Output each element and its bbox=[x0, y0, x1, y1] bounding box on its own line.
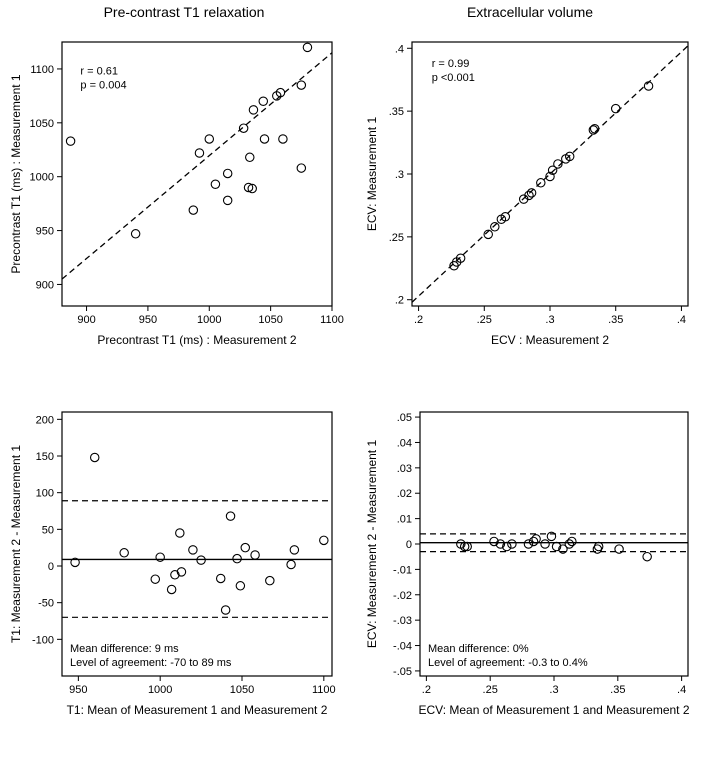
svg-text:1100: 1100 bbox=[320, 314, 344, 326]
svg-text:.4: .4 bbox=[395, 43, 404, 55]
svg-text:ECV : Measurement 2: ECV : Measurement 2 bbox=[491, 333, 609, 347]
svg-text:950: 950 bbox=[69, 684, 87, 696]
svg-text:1050: 1050 bbox=[230, 684, 254, 696]
svg-text:.05: .05 bbox=[397, 412, 412, 424]
svg-text:900: 900 bbox=[77, 314, 95, 326]
svg-text:0: 0 bbox=[48, 561, 54, 573]
svg-text:.2: .2 bbox=[395, 295, 404, 307]
svg-text:.25: .25 bbox=[477, 314, 492, 326]
svg-text:-.02: -.02 bbox=[393, 590, 412, 602]
svg-text:T1: Measurement 2 - Measuremen: T1: Measurement 2 - Measurement 1 bbox=[9, 445, 23, 643]
svg-text:100: 100 bbox=[36, 488, 54, 500]
svg-text:Precontrast T1 (ms) : Measurem: Precontrast T1 (ms) : Measurement 2 bbox=[97, 333, 297, 347]
svg-text:950: 950 bbox=[36, 226, 54, 238]
svg-text:.35: .35 bbox=[610, 684, 625, 696]
panel-a: 900 950 1000 1050 1100 900 950 1000 1050 1100 Prec… bbox=[6, 30, 346, 356]
svg-text:Precontrast T1 (ms) : Measurem: Precontrast T1 (ms) : Measurement 1 bbox=[9, 74, 23, 274]
svg-text:-100: -100 bbox=[32, 634, 54, 646]
svg-text:.3: .3 bbox=[395, 169, 404, 181]
svg-text:-.04: -.04 bbox=[393, 641, 412, 653]
col-title-right: Extracellular volume bbox=[370, 4, 690, 20]
svg-text:p <0.001: p <0.001 bbox=[432, 72, 475, 84]
svg-text:.04: .04 bbox=[397, 437, 412, 449]
svg-text:.25: .25 bbox=[389, 232, 404, 244]
svg-text:1050: 1050 bbox=[30, 118, 54, 130]
svg-text:1100: 1100 bbox=[30, 64, 54, 76]
svg-text:.35: .35 bbox=[608, 314, 623, 326]
svg-text:1000: 1000 bbox=[30, 172, 54, 184]
svg-text:.02: .02 bbox=[397, 488, 412, 500]
svg-text:p = 0.004: p = 0.004 bbox=[80, 79, 126, 91]
panel-c: 950 1000 1050 1100 -100 -50 0 50 100 150 200 T1: Me… bbox=[6, 400, 346, 726]
svg-text:50: 50 bbox=[42, 524, 54, 536]
svg-text:.03: .03 bbox=[397, 463, 412, 475]
svg-text:T1: Mean of Measurement 1 and: T1: Mean of Measurement 1 and Measuremen… bbox=[67, 703, 328, 717]
svg-text:.01: .01 bbox=[397, 514, 412, 526]
svg-text:-.01: -.01 bbox=[393, 564, 412, 576]
figure: Pre-contrast T1 relaxation Extracellular… bbox=[0, 0, 708, 758]
col-title-left: Pre-contrast T1 relaxation bbox=[24, 4, 344, 20]
svg-text:ECV: Measurement 1: ECV: Measurement 1 bbox=[365, 117, 379, 232]
svg-text:900: 900 bbox=[36, 279, 54, 291]
svg-text:r = 0.99: r = 0.99 bbox=[432, 58, 470, 70]
svg-text:950: 950 bbox=[139, 314, 157, 326]
svg-text:.2: .2 bbox=[414, 314, 423, 326]
svg-text:.4: .4 bbox=[677, 684, 686, 696]
svg-text:.35: .35 bbox=[389, 106, 404, 118]
panel-b: .2 .25 .3 .35 .4 .2 .25 .3 .35 .4 ECV : Measuremen… bbox=[362, 30, 702, 356]
panel-d: .2 .25 .3 .35 .4 -.05 -.04 -.03 -.02 -.01 0 .01 .02.… bbox=[362, 400, 702, 726]
svg-text:1000: 1000 bbox=[148, 684, 172, 696]
svg-text:Level of agreement: -70 to 89: Level of agreement: -70 to 89 ms bbox=[70, 657, 232, 669]
svg-text:1100: 1100 bbox=[312, 684, 336, 696]
svg-text:.3: .3 bbox=[549, 684, 558, 696]
svg-text:.3: .3 bbox=[545, 314, 554, 326]
svg-text:Mean difference: 0%: Mean difference: 0% bbox=[428, 643, 529, 655]
svg-text:-.05: -.05 bbox=[393, 666, 412, 678]
svg-text:Mean difference: 9 ms: Mean difference: 9 ms bbox=[70, 643, 179, 655]
svg-text:1050: 1050 bbox=[258, 314, 282, 326]
svg-text:.25: .25 bbox=[483, 684, 498, 696]
svg-text:-.03: -.03 bbox=[393, 615, 412, 627]
svg-text:ECV: Mean of Measurement 1 and: ECV: Mean of Measurement 1 and Measureme… bbox=[418, 703, 689, 717]
svg-text:ECV: Measurement 2 - Measureme: ECV: Measurement 2 - Measurement 1 bbox=[365, 440, 379, 649]
svg-text:150: 150 bbox=[36, 451, 54, 463]
svg-text:.2: .2 bbox=[422, 684, 431, 696]
svg-text:1000: 1000 bbox=[197, 314, 221, 326]
svg-text:Level of agreement: -0.3 to 0.: Level of agreement: -0.3 to 0.4% bbox=[428, 657, 588, 669]
svg-text:200: 200 bbox=[36, 414, 54, 426]
svg-text:.4: .4 bbox=[677, 314, 686, 326]
svg-text:-50: -50 bbox=[38, 598, 54, 610]
svg-text:0: 0 bbox=[406, 539, 412, 551]
svg-text:r = 0.61: r = 0.61 bbox=[80, 65, 118, 77]
